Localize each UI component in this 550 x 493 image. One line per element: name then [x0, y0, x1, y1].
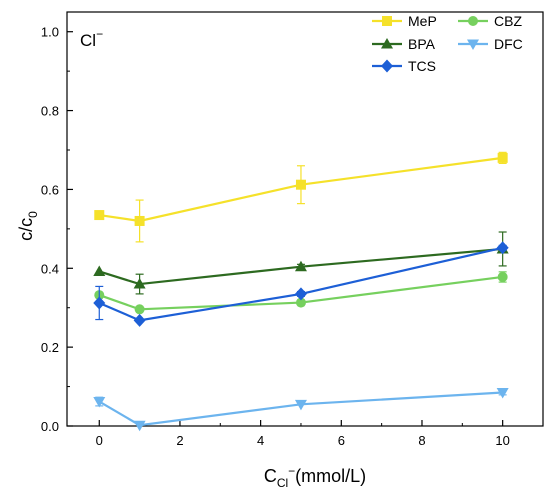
x-tick-label: 2 — [176, 433, 183, 448]
y-axis-label-main: c/c — [16, 218, 36, 241]
legend-item-mep: MeP — [372, 13, 437, 29]
y-tick-label: 0.6 — [41, 182, 59, 197]
legend-label: TCS — [408, 58, 436, 74]
y-tick-label: 0.8 — [41, 104, 59, 119]
series-mep — [94, 151, 508, 243]
data-point-mep — [94, 210, 105, 221]
legend-item-cbz: CBZ — [458, 13, 522, 29]
y-axis-label: c/c0 — [16, 211, 40, 241]
legend-marker — [468, 16, 478, 26]
series-dfc — [93, 387, 509, 432]
legend-item-dfc: DFC — [458, 36, 523, 52]
legend-item-bpa: BPA — [372, 36, 436, 52]
x-tick-label: 0 — [96, 433, 103, 448]
data-point-tcs — [133, 313, 146, 327]
data-point-tcs — [294, 287, 307, 301]
data-point-mep — [295, 179, 306, 190]
legend: MeP CBZ BPA DFC TCS — [372, 13, 523, 74]
series-line-mep — [99, 156, 503, 223]
data-point-bpa — [294, 260, 307, 272]
x-tick-label: 6 — [338, 433, 345, 448]
x-tick-label: 4 — [257, 433, 264, 448]
data-point-mep — [134, 215, 145, 226]
data-point-cbz — [134, 304, 145, 315]
series-line-cbz — [98, 275, 503, 311]
panel-annotation-base: Cl — [80, 31, 96, 50]
data-point-tcs — [496, 241, 509, 255]
plot-frame — [66, 11, 544, 427]
y-axis-label-sub: 0 — [26, 211, 40, 218]
panel-annotation: Cl− — [80, 27, 103, 50]
data-point-bpa — [133, 278, 146, 289]
legend-marker — [381, 59, 393, 73]
data-point-dfc — [294, 399, 307, 411]
y-tick-label: 0.2 — [41, 340, 59, 355]
x-tick-label: 8 — [418, 433, 425, 448]
series-line-tcs — [98, 246, 503, 322]
x-axis-label-sup: − — [288, 464, 295, 478]
series-layer — [93, 151, 509, 432]
x-axis-label-rest: (mmol/L) — [295, 466, 366, 486]
data-point-dfc — [496, 387, 509, 399]
y-tick-label: 0.4 — [41, 261, 59, 276]
legend-marker — [382, 16, 392, 26]
data-point-cbz — [497, 271, 508, 282]
data-point-tcs — [93, 296, 106, 310]
legend-label: BPA — [408, 36, 436, 52]
legend-label: DFC — [494, 36, 523, 52]
y-tick-label: 1.0 — [41, 25, 59, 40]
legend-marker — [381, 38, 393, 49]
data-point-bpa — [93, 265, 106, 276]
data-point-cbz — [295, 297, 306, 308]
data-point-dfc — [133, 420, 146, 432]
x-axis-label: CCl−(mmol/L) — [264, 464, 366, 490]
x-tick-label: 10 — [495, 433, 509, 448]
x-axis-label-sub: Cl — [277, 476, 288, 490]
x-axis-label-main: C — [264, 466, 277, 486]
y-tick-label: 0.0 — [41, 419, 59, 434]
series-line-bpa — [98, 247, 503, 286]
legend-item-tcs: TCS — [372, 58, 436, 74]
series-tcs — [93, 241, 509, 327]
data-point-dfc — [93, 397, 106, 408]
axes: 0 2 4 6 8 10 0.0 0.2 0.4 0.6 0.8 1.0 — [41, 11, 544, 448]
series-line-dfc — [98, 391, 503, 427]
legend-label: MeP — [408, 13, 437, 29]
data-point-mep — [497, 152, 508, 163]
legend-label: CBZ — [494, 13, 522, 29]
legend-marker — [467, 39, 479, 50]
panel-annotation-sup: − — [96, 27, 103, 41]
